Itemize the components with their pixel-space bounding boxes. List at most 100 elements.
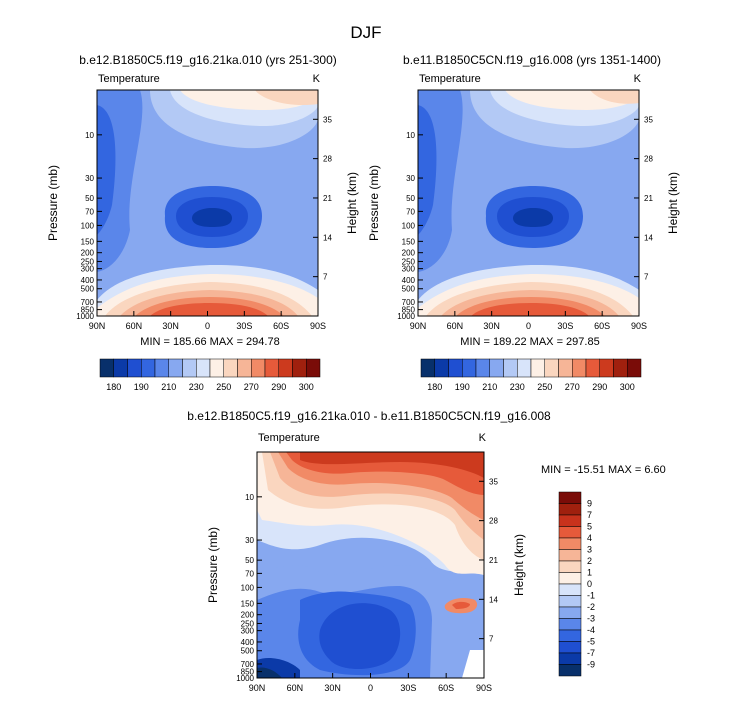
colorbar-swatch xyxy=(558,652,582,665)
x-tick-label: 30S xyxy=(400,683,416,693)
x-tick-label: 30S xyxy=(236,321,252,331)
panel-a-ylabel-right: Height (km) xyxy=(345,172,359,234)
colorbar-swatch xyxy=(196,358,211,378)
colorbar-label: -4 xyxy=(587,625,595,635)
x-tick-label: 90S xyxy=(476,683,492,693)
colorbar-swatch xyxy=(278,358,293,378)
y-right-tick-label: 21 xyxy=(644,194,653,203)
x-tick-label: 90S xyxy=(631,321,647,331)
colorbar-label: 290 xyxy=(271,382,286,392)
colorbar-label: -3 xyxy=(587,614,595,624)
colorbar-swatch xyxy=(558,606,582,619)
y-right-tick-label: 28 xyxy=(489,517,498,526)
colorbar-label: 7 xyxy=(587,510,592,520)
y-right-tick-label: 14 xyxy=(323,233,332,242)
colorbar-label: -2 xyxy=(587,602,595,612)
x-tick-label: 30S xyxy=(557,321,573,331)
panel-b-axes: 90N 60N 30N 0 30S 60S 90S103050701001502002503… xyxy=(397,115,653,331)
panel-diff-variable-label: Temperature xyxy=(258,432,320,444)
y-tick-label: 30 xyxy=(406,174,415,183)
y-right-tick-label: 35 xyxy=(644,115,653,124)
x-tick-label: 90N xyxy=(89,321,106,331)
x-tick-label: 60S xyxy=(273,321,289,331)
y-tick-label: 70 xyxy=(245,569,254,578)
y-tick-label: 150 xyxy=(81,237,95,246)
y-tick-label: 500 xyxy=(241,647,255,656)
x-tick-label: 60N xyxy=(126,321,143,331)
panel-diff-stats: MIN = -15.51 MAX = 6.60 xyxy=(541,464,666,476)
colorbar-swatch xyxy=(113,358,128,378)
colorbar-label: -1 xyxy=(587,591,595,601)
panel-diff: b.e12.B1850C5.f19_g16.21ka.010 - b.e11.B… xyxy=(187,409,665,693)
y-tick-label: 200 xyxy=(241,611,255,620)
colorbar-label: -9 xyxy=(587,660,595,670)
colorbar-swatch xyxy=(127,358,142,378)
colorbar-swatch xyxy=(251,358,266,378)
colorbar-swatch xyxy=(99,358,114,378)
colorbar-label: 0 xyxy=(587,579,592,589)
colorbar-label: 2 xyxy=(587,556,592,566)
y-tick-label: 10 xyxy=(406,131,415,140)
y-tick-label: 850 xyxy=(241,668,255,677)
y-right-tick-label: 28 xyxy=(644,155,653,164)
y-tick-label: 850 xyxy=(402,306,416,315)
colorbar-swatch xyxy=(627,358,642,378)
y-tick-label: 100 xyxy=(81,221,95,230)
x-tick-label: 90N xyxy=(410,321,427,331)
colorbar-swatch xyxy=(141,358,156,378)
colorbar-swatch xyxy=(154,358,169,378)
y-right-tick-label: 21 xyxy=(489,556,498,565)
colorbar-label: 1 xyxy=(587,568,592,578)
panel-b-units: K xyxy=(634,73,642,85)
y-right-tick-label: 21 xyxy=(323,194,332,203)
figure-title: DJF xyxy=(350,23,381,42)
colorbar-label: -7 xyxy=(587,648,595,658)
colorbar-swatch xyxy=(558,641,582,654)
y-right-tick-label: 7 xyxy=(323,273,328,282)
colorbar-swatch xyxy=(503,358,518,378)
x-tick-label: 60S xyxy=(438,683,454,693)
colorbar-label: 3 xyxy=(587,545,592,555)
y-tick-label: 150 xyxy=(241,599,255,608)
panel-b-contours xyxy=(418,90,639,316)
y-right-tick-label: 28 xyxy=(323,155,332,164)
y-tick-label: 30 xyxy=(245,536,254,545)
x-tick-label: 0 xyxy=(205,321,210,331)
panel-a-stats: MIN = 185.66 MAX = 294.78 xyxy=(140,336,279,348)
colorbar-label: 4 xyxy=(587,533,592,543)
colorbar-swatch xyxy=(558,629,582,642)
colorbar-swatch xyxy=(599,358,614,378)
panel-a-variable-label: Temperature xyxy=(98,73,160,85)
y-right-tick-label: 7 xyxy=(644,273,649,282)
x-tick-label: 0 xyxy=(526,321,531,331)
colorbar-swatch xyxy=(585,358,600,378)
y-tick-label: 300 xyxy=(81,265,95,274)
panel-a-colorbar: 180 190 210 230 250 270 290 300 xyxy=(99,358,321,392)
colorbar-swatch xyxy=(434,358,449,378)
y-right-tick-label: 14 xyxy=(644,233,653,242)
x-tick-label: 0 xyxy=(368,683,373,693)
y-tick-label: 70 xyxy=(85,207,94,216)
colorbar-swatch xyxy=(292,358,307,378)
y-tick-label: 400 xyxy=(81,276,95,285)
colorbar-label: -5 xyxy=(587,637,595,647)
y-tick-label: 400 xyxy=(241,638,255,647)
colorbar-swatch xyxy=(558,664,582,677)
colorbar-swatch xyxy=(475,358,490,378)
colorbar-swatch xyxy=(558,560,582,573)
colorbar-swatch xyxy=(558,537,582,550)
y-right-tick-label: 14 xyxy=(489,595,498,604)
panel-b-ylabel-right: Height (km) xyxy=(666,172,680,234)
colorbar-label: 180 xyxy=(427,382,442,392)
colorbar-label: 230 xyxy=(189,382,204,392)
panel-a-axes: 90N 60N 30N 0 30S 60S 90S103050701001502002503… xyxy=(76,115,332,331)
y-tick-label: 400 xyxy=(402,276,416,285)
colorbar-label: 270 xyxy=(244,382,259,392)
y-tick-label: 70 xyxy=(406,207,415,216)
colorbar-label: 210 xyxy=(482,382,497,392)
colorbar-label: 250 xyxy=(537,382,552,392)
y-tick-label: 10 xyxy=(85,131,94,140)
panel-b: b.e11.B1850C5CN.f19_g16.008 (yrs 1351-14… xyxy=(367,53,680,392)
colorbar-label: 300 xyxy=(299,382,314,392)
colorbar-label: 290 xyxy=(592,382,607,392)
